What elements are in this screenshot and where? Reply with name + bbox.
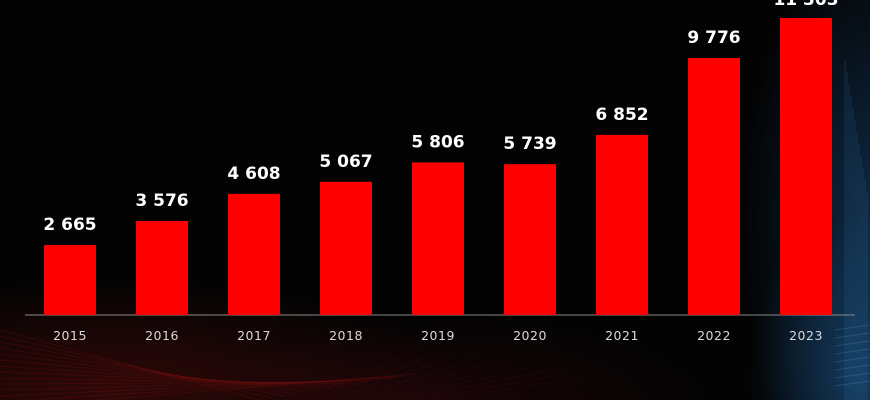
red-streak-line (0, 379, 381, 391)
bar-value-label-2023: 11 303 (773, 0, 838, 10)
blue-circuit-line (834, 324, 870, 331)
bar-2020 (504, 164, 556, 315)
red-streak-line (419, 373, 565, 400)
red-streak-line (0, 377, 393, 397)
red-streak-line (0, 341, 285, 397)
red-streak-line (91, 373, 417, 400)
x-tick-label-2015: 2015 (53, 328, 87, 343)
red-streak-line (0, 377, 357, 385)
red-streak-line (0, 359, 321, 391)
blue-circuit-line (834, 380, 870, 387)
bar-2018 (320, 181, 372, 315)
blue-circuit-line (834, 332, 870, 339)
red-streak-line (359, 361, 493, 400)
background-decoration (0, 60, 870, 400)
bar-value-label-2020: 5 739 (503, 134, 556, 154)
x-tick-labels: 2015 2016 2017 2018 2019 2020 2021 2022 2023 (53, 328, 823, 343)
bar-value-label-2017: 4 608 (227, 164, 280, 184)
bar-value-label-2019: 5 806 (411, 132, 464, 152)
bar-2019 (412, 162, 464, 315)
red-streak-line (0, 371, 345, 387)
x-tick-label-2021: 2021 (605, 328, 639, 343)
x-tick-label-2019: 2019 (421, 328, 455, 343)
red-streak-line (374, 364, 511, 400)
red-streak-line (314, 352, 439, 400)
x-tick-label-2023: 2023 (789, 328, 823, 343)
x-tick-label-2016: 2016 (145, 328, 179, 343)
blue-circuit-line (834, 356, 870, 363)
bar-value-labels: 2 665 3 576 4 608 5 067 5 806 5 739 6 852 9 776… (43, 0, 838, 235)
red-streak-line (299, 349, 421, 400)
red-streak-line (404, 370, 547, 400)
x-tick-label-2020: 2020 (513, 328, 547, 343)
bar-2015 (44, 244, 96, 315)
x-tick-label-2022: 2022 (697, 328, 731, 343)
red-streak-line (0, 381, 369, 385)
red-streak-line (434, 376, 583, 400)
bar-2017 (228, 193, 280, 315)
red-streak-line (0, 365, 333, 389)
red-streak-line (0, 335, 273, 399)
bar-2021 (596, 134, 648, 315)
blue-circuit-line (834, 348, 870, 355)
blue-circuit-line (834, 340, 870, 347)
bar-2023 (780, 18, 832, 315)
bar-2022 (688, 58, 740, 316)
bar-value-label-2016: 3 576 (135, 191, 188, 211)
red-streak-line (0, 353, 309, 393)
red-streak-line (0, 329, 261, 400)
x-tick-label-2018: 2018 (329, 328, 363, 343)
red-streak-line (23, 375, 405, 400)
bar-value-label-2015: 2 665 (43, 215, 96, 235)
red-streak-line (389, 367, 529, 400)
red-streak-line (344, 358, 475, 400)
bar-series (44, 18, 832, 316)
red-streak-line (0, 347, 297, 395)
bar-value-label-2021: 6 852 (595, 105, 648, 125)
red-streak-line (329, 355, 457, 400)
blue-circuit-line (834, 372, 870, 379)
x-tick-label-2017: 2017 (237, 328, 271, 343)
bar-value-label-2018: 5 067 (319, 152, 372, 172)
blue-circuit-line (834, 364, 870, 371)
bar-value-label-2022: 9 776 (687, 28, 740, 48)
bar-2016 (136, 221, 188, 315)
